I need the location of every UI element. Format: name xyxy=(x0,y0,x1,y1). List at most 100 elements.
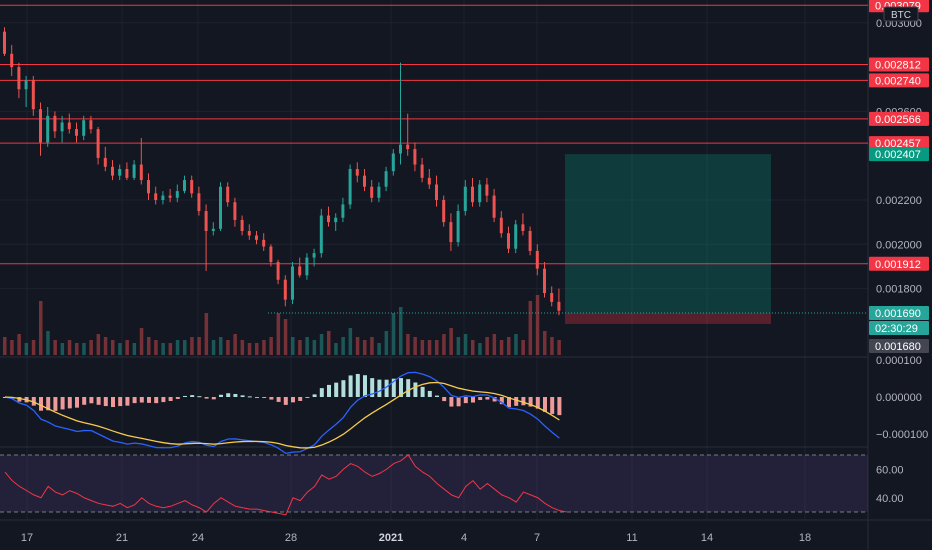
candle-body xyxy=(370,186,374,198)
macd-histogram-bar xyxy=(82,397,87,405)
volume-bar xyxy=(492,334,497,355)
macd-histogram-bar xyxy=(161,397,166,403)
macd-histogram-bar xyxy=(269,397,274,400)
volume-bar xyxy=(442,334,446,355)
volume-bar xyxy=(528,301,533,355)
volume-bar xyxy=(327,331,331,355)
macd-histogram-bar xyxy=(283,397,288,405)
macd-histogram-bar xyxy=(276,397,281,402)
macd-histogram-bar xyxy=(449,397,454,407)
rsi-band-fill xyxy=(0,455,868,512)
volume-bar xyxy=(10,340,14,355)
price-candles xyxy=(3,27,561,316)
candle-body xyxy=(312,253,316,258)
macd-histogram-bar xyxy=(384,379,389,397)
volume-bar xyxy=(363,340,367,355)
candle-body xyxy=(154,193,158,200)
volume-bar xyxy=(17,334,21,355)
volume-bar xyxy=(334,343,338,355)
candle-body xyxy=(255,235,258,240)
entry-price-tag: 0.001690 xyxy=(875,308,921,320)
candle-body xyxy=(46,115,50,143)
volume-bar xyxy=(543,331,547,355)
macd-histogram-bar xyxy=(305,397,310,398)
volume-bar xyxy=(96,334,101,355)
stop-price-tag-bg xyxy=(869,339,929,353)
macd-histogram-bar xyxy=(427,390,432,397)
macd-histogram-bar xyxy=(456,397,461,407)
price-tick-label: 0.002200 xyxy=(876,195,922,207)
macd-tick-label: 0.000000 xyxy=(876,392,922,404)
candle-body xyxy=(507,233,510,249)
macd-histogram-bar xyxy=(17,397,22,402)
macd-histogram-bar xyxy=(46,397,51,411)
price-axis[interactable]: 0.0030000.0026000.0022000.0020000.001800… xyxy=(869,0,929,505)
candle-body xyxy=(399,144,402,154)
macd-tick-label: 0.000100 xyxy=(876,355,922,367)
candle-body xyxy=(463,186,467,212)
macd-histogram-bar xyxy=(370,378,375,397)
horizontal-levels[interactable] xyxy=(0,4,868,265)
volume-bar xyxy=(391,313,396,355)
candle-body xyxy=(125,168,129,178)
macd-line xyxy=(4,371,560,455)
macd-histogram-bar xyxy=(39,397,43,411)
candle-body xyxy=(514,224,518,249)
countdown-tag: 02:30:29 xyxy=(875,323,918,335)
long-position-tool[interactable] xyxy=(268,154,868,324)
macd-histogram-bar xyxy=(485,397,490,400)
target-price-tag: 0.002407 xyxy=(875,149,921,161)
currency-badge-bg xyxy=(883,6,919,22)
macd-histogram-bar xyxy=(463,397,468,404)
candle-body xyxy=(305,257,309,276)
macd-histogram-bar xyxy=(75,397,79,408)
level-price-tag-bg xyxy=(869,111,929,126)
candle-body xyxy=(298,266,302,276)
macd-histogram-bar xyxy=(31,397,36,406)
volume-bar xyxy=(485,337,489,355)
candle-body xyxy=(406,144,410,150)
macd-histogram-bar xyxy=(233,393,238,397)
macd-histogram-bar xyxy=(60,397,65,410)
macd-histogram-bar xyxy=(154,397,159,404)
volume-bar xyxy=(535,295,540,355)
macd-histogram-bar xyxy=(327,384,331,397)
volume-bar xyxy=(341,337,345,355)
candle-body xyxy=(247,231,251,236)
candle-body xyxy=(377,186,381,198)
macd-histogram-bar xyxy=(132,397,137,404)
candle-body xyxy=(183,180,186,192)
macd-histogram-bar xyxy=(89,397,94,404)
candle-body xyxy=(24,80,28,90)
volume-bar xyxy=(60,343,65,355)
volume-bar xyxy=(226,340,230,355)
macd-histogram-bar xyxy=(147,397,151,403)
candle-body xyxy=(291,266,294,300)
macd-tick-label: −0.000100 xyxy=(876,429,928,441)
time-tick-label: 11 xyxy=(626,532,637,544)
candle-body xyxy=(442,200,446,223)
volume-bar xyxy=(132,343,137,355)
candle-body xyxy=(139,164,143,181)
time-axis[interactable]: 17 21 24 28 2021 4 7 11 14 18 xyxy=(21,532,811,544)
candle-body xyxy=(435,184,438,200)
macd-histogram-bar xyxy=(226,393,231,397)
loss-zone xyxy=(565,312,771,324)
macd-histogram-bar xyxy=(291,397,295,403)
macd-histogram-bar xyxy=(183,395,187,397)
time-tick-label: 24 xyxy=(192,532,204,544)
macd-histogram-bar xyxy=(391,378,396,397)
rsi-line xyxy=(4,454,567,516)
candle-body xyxy=(478,184,482,203)
volume-bar xyxy=(298,340,302,355)
volume-bar xyxy=(456,337,461,355)
candle-body xyxy=(82,120,86,136)
candle-body xyxy=(262,239,266,247)
candle-body xyxy=(53,115,57,132)
currency-badge: BTC xyxy=(891,10,911,21)
macd-histogram-bar xyxy=(247,396,252,398)
candle-body xyxy=(10,53,14,68)
candle-body xyxy=(219,186,222,229)
